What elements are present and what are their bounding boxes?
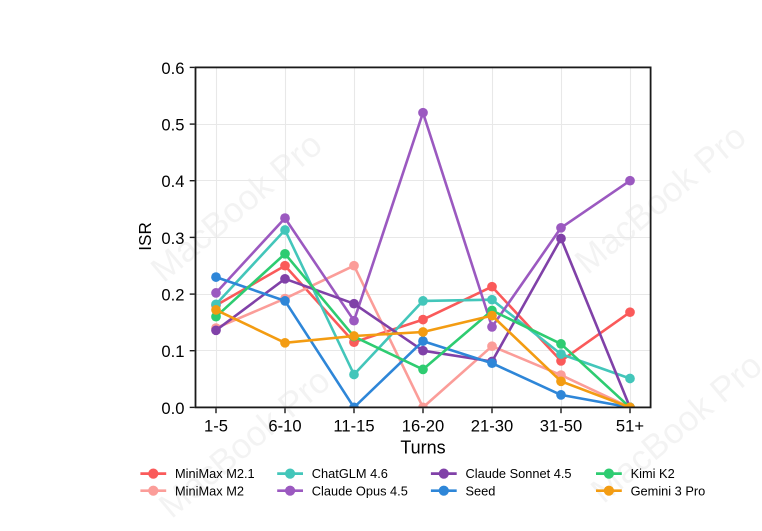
svg-text:ISR: ISR [135,222,155,251]
svg-text:ChatGLM 4.6: ChatGLM 4.6 [312,466,388,481]
svg-text:Claude Sonnet 4.5: Claude Sonnet 4.5 [466,466,572,481]
svg-text:0.5: 0.5 [161,116,184,135]
svg-text:0.6: 0.6 [161,59,184,78]
svg-text:0.0: 0.0 [161,399,184,418]
svg-text:0.2: 0.2 [161,286,184,305]
svg-text:Claude Opus 4.5: Claude Opus 4.5 [312,483,408,498]
svg-text:Kimi K2: Kimi K2 [631,466,675,481]
svg-text:16-20: 16-20 [402,416,444,435]
svg-text:1-5: 1-5 [204,416,228,435]
svg-text:11-15: 11-15 [333,416,374,435]
svg-text:Gemini 3 Pro: Gemini 3 Pro [631,483,706,498]
svg-text:21-30: 21-30 [471,416,513,435]
svg-text:Seed: Seed [466,483,496,498]
svg-text:31-50: 31-50 [540,416,582,435]
svg-text:0.4: 0.4 [161,172,184,191]
svg-text:51+: 51+ [616,416,644,435]
svg-text:6-10: 6-10 [268,416,301,435]
svg-text:0.1: 0.1 [161,342,184,361]
svg-text:Turns: Turns [400,438,445,458]
svg-text:MiniMax M2: MiniMax M2 [175,483,244,498]
svg-text:0.3: 0.3 [161,229,184,248]
svg-text:MiniMax M2.1: MiniMax M2.1 [175,466,255,481]
